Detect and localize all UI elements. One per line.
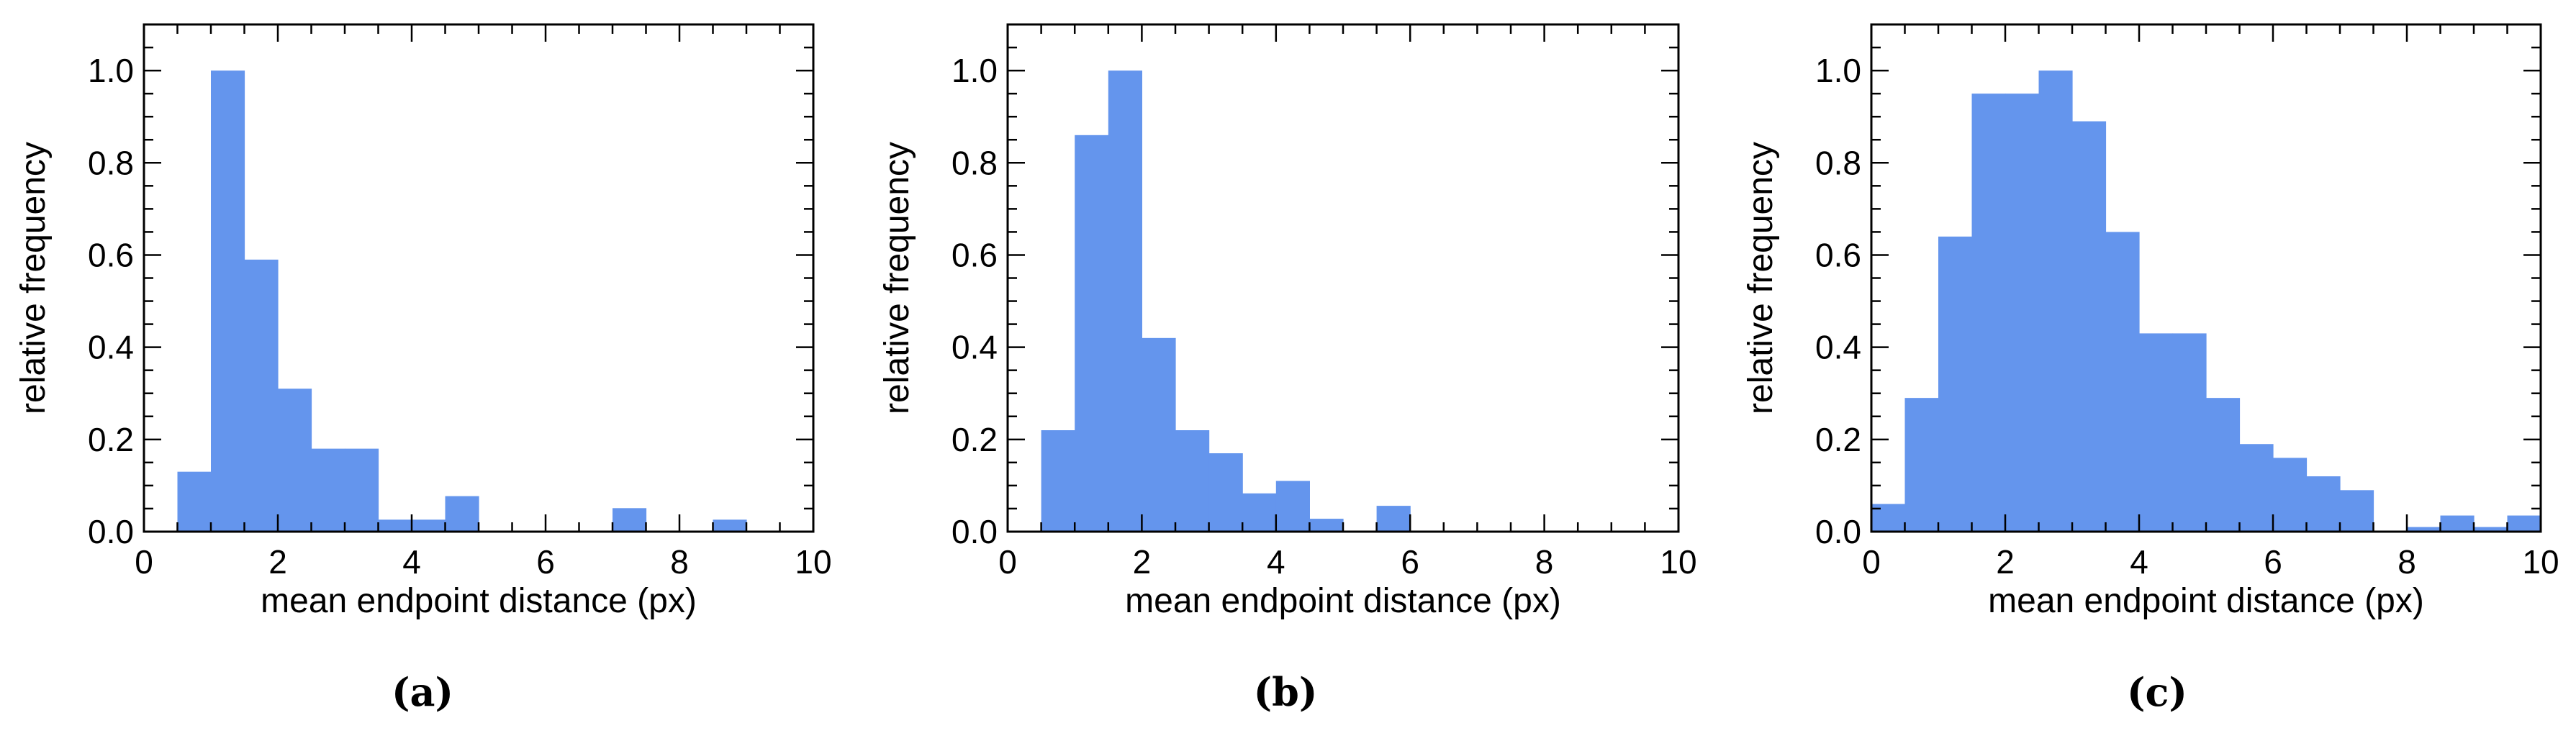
histogram-bar-c-16 <box>2407 527 2441 532</box>
caption-a: (a) <box>391 669 454 715</box>
histogram-bar-b-8 <box>1309 519 1344 532</box>
histogram-bar-a-3 <box>278 388 312 532</box>
x-tick-label-c: 0 <box>1862 543 1881 581</box>
histogram-bar-c-1 <box>1904 398 1939 532</box>
histogram-bar-c-7 <box>2105 232 2140 532</box>
y-axis-label-a: relative frequency <box>14 142 53 414</box>
y-tick-label-a: 0.0 <box>88 513 134 550</box>
y-tick-label-b: 1.0 <box>952 52 998 89</box>
y-tick-label-c: 0.2 <box>1815 421 1861 458</box>
histogram-bar-c-5 <box>2038 71 2073 532</box>
y-axis-label-b: relative frequency <box>878 142 916 414</box>
caption-b: (b) <box>1253 669 1318 715</box>
histogram-bar-a-5 <box>345 448 379 532</box>
histogram-bar-c-2 <box>1938 236 1973 532</box>
histogram-bar-b-3 <box>1142 337 1176 532</box>
x-tick-label-c: 2 <box>1996 543 2015 581</box>
histogram-bar-a-2 <box>244 259 279 532</box>
y-tick-label-c: 0.8 <box>1815 144 1861 181</box>
x-tick-label-a: 8 <box>670 543 689 581</box>
caption-c: (c) <box>2127 669 2187 715</box>
histogram-bar-b-2 <box>1108 71 1142 532</box>
y-tick-label-b: 0.8 <box>952 144 998 181</box>
x-tick-label-c: 6 <box>2264 543 2282 581</box>
histogram-bar-a-7 <box>412 519 446 532</box>
histogram-bar-a-6 <box>378 519 412 532</box>
x-tick-label-a: 0 <box>135 543 153 581</box>
histogram-bar-b-7 <box>1275 481 1310 532</box>
x-tick-label-c: 8 <box>2398 543 2416 581</box>
x-tick-label-a: 6 <box>536 543 555 581</box>
histogram-bar-b-0 <box>1041 430 1075 532</box>
histogram-bar-c-8 <box>2139 333 2174 532</box>
histogram-bar-c-10 <box>2206 398 2241 532</box>
x-axis-label-a: mean endpoint distance (px) <box>261 582 697 620</box>
histogram-bar-c-12 <box>2273 458 2308 532</box>
histogram-bar-c-6 <box>2072 121 2107 532</box>
chart-panel-b: 0 2 4 6 8 10 0.0 0.2 0.4 0.6 0.8 1.0 mean endpoint d… <box>878 23 1697 620</box>
y-tick-label-b: 0.6 <box>952 236 998 273</box>
histogram-bar-c-3 <box>1971 94 2006 532</box>
histogram-bar-b-6 <box>1242 493 1277 532</box>
histogram-bar-a-8 <box>445 496 479 532</box>
x-tick-label-b: 10 <box>1660 543 1696 581</box>
x-tick-label-b: 8 <box>1535 543 1554 581</box>
y-tick-label-c: 0.0 <box>1815 513 1861 550</box>
y-tick-label-a: 1.0 <box>88 52 134 89</box>
y-tick-label-b: 0.2 <box>952 421 998 458</box>
histogram-bar-c-19 <box>2507 515 2541 532</box>
x-axis-label-b: mean endpoint distance (px) <box>1125 582 1561 620</box>
y-tick-label-b: 0.4 <box>952 329 998 366</box>
y-tick-label-b: 0.0 <box>952 513 998 550</box>
x-tick-label-c: 4 <box>2130 543 2148 581</box>
histogram-bar-c-13 <box>2306 476 2341 532</box>
x-tick-label-b: 2 <box>1133 543 1152 581</box>
y-tick-label-a: 0.2 <box>88 421 134 458</box>
histogram-bar-c-11 <box>2239 444 2274 532</box>
histogram-bar-b-1 <box>1075 135 1109 532</box>
histogram-bar-b-4 <box>1175 430 1210 532</box>
y-tick-label-c: 1.0 <box>1815 52 1861 89</box>
x-axis-label-c: mean endpoint distance (px) <box>1988 582 2424 620</box>
x-tick-label-c: 10 <box>2522 543 2559 581</box>
x-tick-label-a: 10 <box>795 543 831 581</box>
y-tick-label-c: 0.4 <box>1815 329 1861 366</box>
chart-panel-a: 0 2 4 6 8 10 0.0 0.2 0.4 0.6 0.8 1.0 mean endpoint d… <box>14 23 832 620</box>
histogram-bar-a-9 <box>613 508 647 532</box>
histogram-bar-c-18 <box>2474 527 2508 532</box>
x-tick-label-a: 2 <box>268 543 287 581</box>
histogram-bar-a-0 <box>177 471 212 532</box>
x-tick-label-b: 4 <box>1267 543 1285 581</box>
x-tick-label-b: 0 <box>998 543 1017 581</box>
histogram-bar-b-9 <box>1376 506 1411 532</box>
y-axis-label-c: relative frequency <box>1742 142 1780 414</box>
chart-panel-c: 0 2 4 6 8 10 0.0 0.2 0.4 0.6 0.8 1.0 mean endpoint d… <box>1742 23 2559 620</box>
histogram-bar-a-4 <box>311 448 345 532</box>
histogram-bar-a-10 <box>713 519 747 532</box>
y-tick-label-a: 0.4 <box>88 329 134 366</box>
histogram-bar-c-14 <box>2340 490 2374 532</box>
y-tick-label-a: 0.8 <box>88 144 134 181</box>
histogram-bar-c-17 <box>2440 515 2475 532</box>
histogram-bar-c-4 <box>2005 94 2040 532</box>
histogram-bar-c-9 <box>2172 333 2207 532</box>
histogram-bar-a-1 <box>211 71 245 532</box>
x-tick-label-a: 4 <box>402 543 421 581</box>
histogram-bar-b-5 <box>1208 453 1243 532</box>
y-tick-label-c: 0.6 <box>1815 236 1861 273</box>
y-tick-label-a: 0.6 <box>88 236 134 273</box>
x-tick-label-b: 6 <box>1401 543 1419 581</box>
